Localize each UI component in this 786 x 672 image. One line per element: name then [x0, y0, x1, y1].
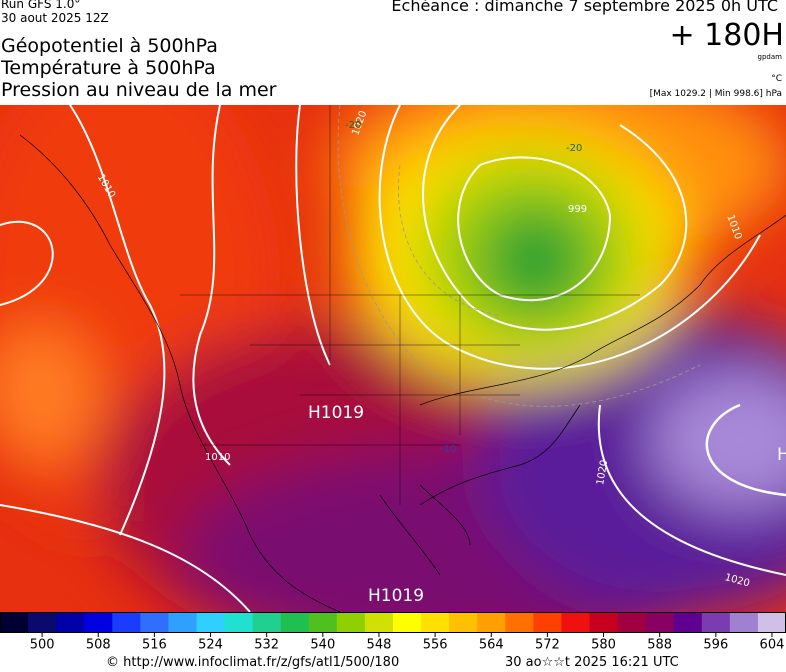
unit-geo: gpdam: [757, 53, 782, 61]
pressure-range: [Max 1029.2 | Min 998.6] hPa: [649, 89, 782, 99]
colorbar-swatch: [112, 612, 141, 632]
colorbar-swatch: [645, 612, 675, 632]
colorbar-tick-label: 532: [254, 638, 279, 653]
title-line: Géopotentiel à 500hPa: [1, 35, 218, 57]
colorbar-tick-label: 500: [30, 638, 55, 653]
colorbar-swatch: [336, 612, 366, 632]
colorbar-swatch: [701, 612, 731, 632]
colorbar-tick-label: 540: [310, 638, 335, 653]
colorbar-swatch: [252, 612, 282, 632]
colorbar-tick-label: 548: [367, 638, 392, 653]
colorbar-swatch: [729, 612, 759, 632]
colorbar-tick-label: 588: [647, 638, 672, 653]
isobars: [0, 105, 786, 612]
colorbar-swatch: [393, 612, 422, 632]
isobar-label: 1010: [205, 452, 230, 463]
run-date: 30 aout 2025 12Z: [1, 11, 109, 25]
colorbar: 500 508 516 524 532 540 548 556 564 572 580 588 596 6…: [0, 612, 786, 653]
colorbar-swatch: [449, 612, 478, 632]
colorbar-swatch: [56, 612, 85, 632]
footer-url: © http://www.infoclimat.fr/z/gfs/atl1/50…: [106, 655, 400, 670]
colorbar-swatch: [0, 612, 29, 632]
colorbar-swatch: [617, 612, 647, 632]
footer-date: 30 ao☆☆t 2025 16:21 UTC: [505, 655, 679, 670]
colorbar-swatch: [28, 612, 57, 632]
colorbar-tick-label: 572: [535, 638, 560, 653]
title: Géopotentiel à 500hPa Température à 500h…: [1, 35, 276, 101]
lead: + 180H: [669, 18, 785, 53]
isotherms: [337, 105, 701, 407]
colorbar-swatch: [168, 612, 197, 632]
colorbar-tick-label: 508: [86, 638, 111, 653]
colorbar-swatch: [561, 612, 590, 632]
colorbar-swatch: [505, 612, 534, 632]
colorbar-swatch: [84, 612, 113, 632]
colorbar-tick-label: 516: [142, 638, 167, 653]
colorbar-tick-label: 564: [479, 638, 504, 653]
isotherm-label: -10: [440, 444, 456, 455]
colorbar-swatch: [477, 612, 506, 632]
map-labels: H1019 H1019 999 H 1010 1010 1010 1020 10…: [95, 109, 786, 606]
title-line: Température à 500hPa: [1, 57, 216, 79]
colorbar-swatch: [224, 612, 254, 632]
isotherm-label: -20: [566, 143, 582, 154]
colorbar-swatch: [140, 612, 169, 632]
colorbar-swatch: [673, 612, 703, 632]
run: Run GFS 1.0°: [1, 0, 81, 11]
colorbar-swatch: [280, 612, 310, 632]
colorbar-swatch: [589, 612, 619, 632]
pressure-center: H: [777, 445, 786, 465]
colorbar-swatch: [757, 612, 786, 632]
pressure-center: H1019: [368, 586, 424, 606]
colorbar-tick-label: 604: [760, 638, 785, 653]
coastlines: [19, 105, 786, 612]
unit-temp: °C: [771, 74, 782, 84]
isobar-label: 1020: [595, 459, 610, 486]
echeance: Echéance : dimanche 7 septembre 2025 0h …: [391, 0, 778, 15]
isotherm-label: -20: [345, 120, 361, 131]
colorbar-tick-label: 580: [591, 638, 616, 653]
colorbar-swatch: [196, 612, 226, 632]
title-line: Pression au niveau de la mer: [1, 79, 277, 101]
colorbar-swatch: [533, 612, 562, 632]
colorbar-swatch: [308, 612, 338, 632]
pressure-center: H1019: [308, 403, 364, 423]
map: H1019 H1019 999 H 1010 1010 1010 1020 10…: [0, 105, 786, 612]
colorbar-swatch: [364, 612, 394, 632]
pressure-center: 999: [568, 204, 587, 215]
colorbar-swatch: [421, 612, 450, 632]
field: H1019 H1019 999 H 1010 1010 1010 1020 10…: [0, 105, 786, 612]
colorbar-tick-label: 596: [703, 638, 728, 653]
colorbar-tick-label: 524: [198, 638, 223, 653]
colorbar-tick-label: 556: [423, 638, 448, 653]
